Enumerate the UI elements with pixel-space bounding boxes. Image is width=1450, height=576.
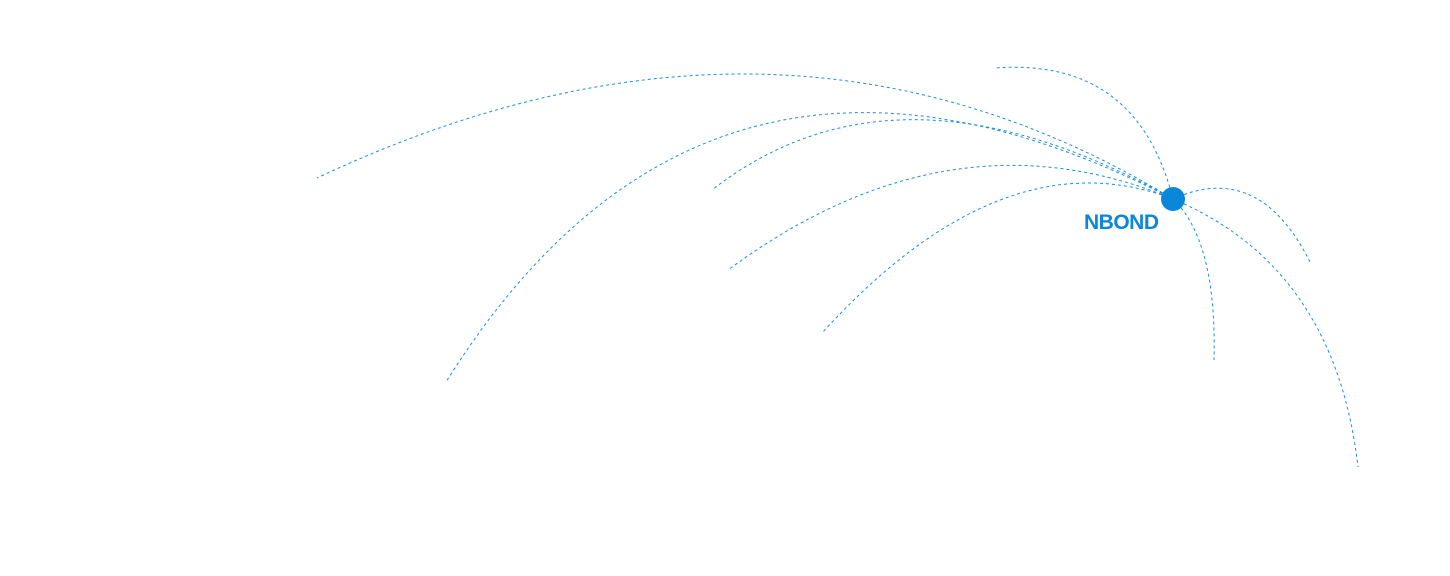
connection-line: [821, 182, 1174, 334]
connection-line: [1172, 198, 1359, 468]
connection-line: [993, 66, 1174, 200]
connection-line: [1172, 198, 1215, 361]
hub-label: NBOND: [1084, 211, 1159, 234]
connection-line: [445, 112, 1174, 383]
connection-line: [316, 73, 1174, 200]
hub-node: [1161, 187, 1185, 211]
connection-line: [711, 119, 1174, 200]
connection-line: [1172, 187, 1311, 263]
